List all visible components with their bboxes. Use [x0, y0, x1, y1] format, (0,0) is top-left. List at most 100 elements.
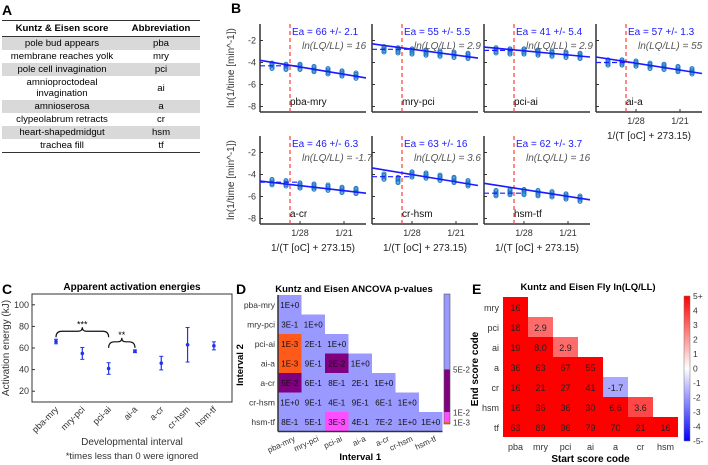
heatmap-cell — [528, 317, 553, 337]
heatmap-cell — [528, 397, 553, 417]
cell-value: 21 — [635, 423, 645, 433]
significance-brace — [55, 327, 110, 338]
cell-value: 70 — [610, 423, 620, 433]
col-label: cr — [637, 442, 645, 452]
plot-area — [484, 136, 590, 224]
cell-value: 5E-2 — [281, 379, 298, 388]
score-abbreviation: a — [122, 100, 200, 113]
panel-d-pvalue-heatmap: Kuntz and Eisen ANCOVA p-values pba-mry 1E… — [236, 284, 470, 463]
cell-value: 1E-3 — [281, 340, 298, 349]
interval-label: pba-mry — [290, 97, 327, 108]
data-point — [689, 66, 695, 72]
interval-label: mry-pci — [402, 97, 435, 108]
cell-value: 1E+0 — [327, 340, 346, 349]
row-label: hsm-tf — [251, 417, 275, 427]
interval-label: cr-hsm — [402, 209, 433, 220]
plot-area — [260, 136, 366, 224]
heatmap-cell — [628, 417, 653, 437]
score-name: pole cell invagination — [2, 63, 122, 76]
data-point — [423, 170, 429, 176]
heatmap-cell — [325, 392, 349, 412]
cell-value: 8.0 — [534, 343, 547, 353]
data-point — [339, 68, 345, 74]
colorbar-tick-label: -5- — [693, 436, 704, 446]
lnlq-label: ln(LQ/LL) = 16 — [302, 41, 367, 52]
score-table: Kuntz & Eisen score Abbreviation pole bu… — [2, 20, 200, 153]
cell-value: 6.6 — [609, 403, 622, 413]
row-label: ai — [492, 343, 499, 353]
heatmap-cell — [528, 417, 553, 437]
x-axis-label: 1/(T [oC] + 273.15) — [383, 243, 467, 254]
colorbar-tick-label: 2 — [693, 335, 698, 345]
panel-c-letter: C — [2, 281, 13, 297]
cell-value: 63 — [535, 363, 545, 373]
y-tick-label: 60 — [19, 343, 29, 353]
lnlq-label: ln(LQ/LL) = 55 — [638, 41, 703, 52]
score-name: membrane reaches yolk — [10, 51, 114, 62]
table-row: amnioserosa a — [2, 100, 200, 113]
y-tick-label: -4 — [248, 170, 256, 180]
data-point — [212, 344, 216, 348]
chart-title: Apparent activation energies — [63, 282, 201, 293]
data-point — [325, 66, 331, 72]
data-point — [80, 351, 85, 356]
data-point — [395, 174, 401, 180]
cell-value: 89 — [535, 423, 545, 433]
table-row: membrane reaches yolk mry — [2, 50, 200, 63]
x-tick-label: a-cr — [148, 404, 166, 422]
heatmap-cell — [503, 377, 528, 397]
cell-value: 9E-1 — [352, 399, 369, 408]
cell-value: 2E-1 — [352, 379, 369, 388]
cell-value: 6E-1 — [305, 379, 322, 388]
heatmap-cell — [325, 412, 349, 432]
y-axis-label: ln(1/time [min^-1]) — [226, 140, 237, 220]
cell-value: 8E-1 — [328, 379, 345, 388]
data-point — [437, 172, 443, 178]
x-tick-label: 1/21 — [447, 228, 465, 238]
cell-value: 5E-1 — [305, 418, 322, 427]
col-label: pba — [508, 442, 523, 452]
y-axis-label: ln(1/time [min^-1]) — [226, 28, 237, 108]
data-point — [185, 342, 190, 347]
x-tick-label: ai-a — [122, 404, 140, 422]
plot-area — [484, 24, 590, 112]
cell-value: 4E-1 — [352, 418, 369, 427]
heatmap-cell — [278, 392, 302, 412]
data-point — [577, 50, 583, 56]
data-point — [493, 188, 499, 194]
row-label: a-cr — [260, 378, 275, 388]
cell-value: 36 — [510, 363, 520, 373]
cell-value: 2E-1 — [305, 340, 322, 349]
panel-b-letter: B — [231, 0, 242, 16]
panel-b-arrhenius-plots: -2 -4 -6 -8 Ea = 66 +/- 2.1 ln(LQ/LL) = 16 pba… — [226, 24, 703, 254]
col-label: ai — [587, 442, 594, 452]
colorbar-segment — [444, 422, 450, 424]
colorbar-tick-label: 1E-2 — [453, 408, 470, 417]
header-score: Kuntz & Eisen score — [2, 20, 122, 37]
data-point — [465, 178, 471, 184]
heatmap-cell — [603, 417, 628, 437]
heatmap-cell — [301, 412, 325, 432]
score-name: heart-shapedmidgut — [2, 126, 122, 139]
table-row: trachea fill tf — [2, 139, 200, 153]
table-row: clypeolabrum retracts cr — [2, 113, 200, 126]
row-label: mry — [484, 303, 499, 313]
panel-a-letter: A — [2, 2, 13, 18]
plot-area — [372, 24, 478, 112]
x-axis-label: Interval 1 — [339, 452, 381, 463]
cell-value: 16 — [510, 383, 520, 393]
colorbar-tick-label: 4 — [693, 306, 698, 316]
data-point — [297, 180, 303, 186]
heatmap-cell — [301, 334, 325, 354]
cell-value: 36 — [535, 403, 545, 413]
data-point — [423, 47, 429, 53]
colorbar-tick-label: 5+ — [693, 291, 703, 301]
cell-value: 7E-2 — [375, 418, 392, 427]
fit-line — [483, 46, 591, 58]
heatmap-cell — [301, 353, 325, 373]
fit-line — [259, 59, 367, 79]
x-axis-label: 1/(T [oC] + 273.15) — [495, 243, 579, 254]
score-abbreviation: hsm — [122, 126, 200, 139]
row-label: a — [494, 363, 499, 373]
heatmap-cell — [278, 373, 302, 393]
